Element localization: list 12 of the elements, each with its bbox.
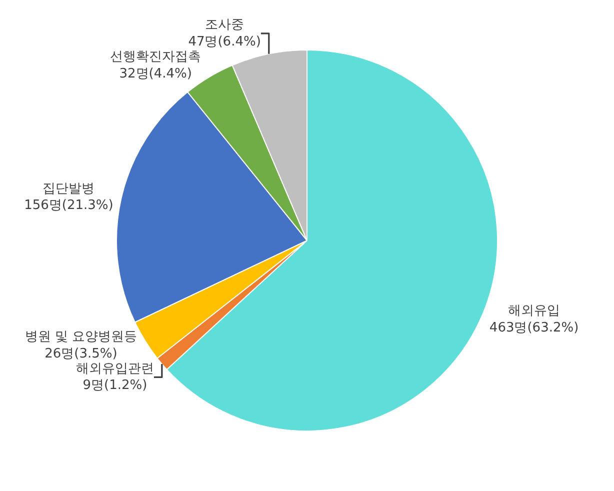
data-label: 156명(21.3%) (24, 198, 114, 214)
slice-label: 병원 및 요양병원등 (24, 329, 138, 344)
slice-label: 해외유입 (508, 304, 560, 319)
data-label: 26명(3.5%) (44, 346, 118, 362)
slice-label: 선행확진자접촉 (110, 49, 202, 64)
data-label: 9명(1.2%) (82, 378, 148, 394)
data-label: 463명(63.2%) (489, 320, 579, 336)
data-label: 32명(4.4%) (119, 66, 192, 82)
slice-label: 조사중 (205, 18, 244, 33)
slice-label: 해외유입관련 (76, 361, 154, 376)
slice-label: 집단발병 (42, 181, 95, 196)
data-label: 47명(6.4%) (188, 34, 261, 50)
